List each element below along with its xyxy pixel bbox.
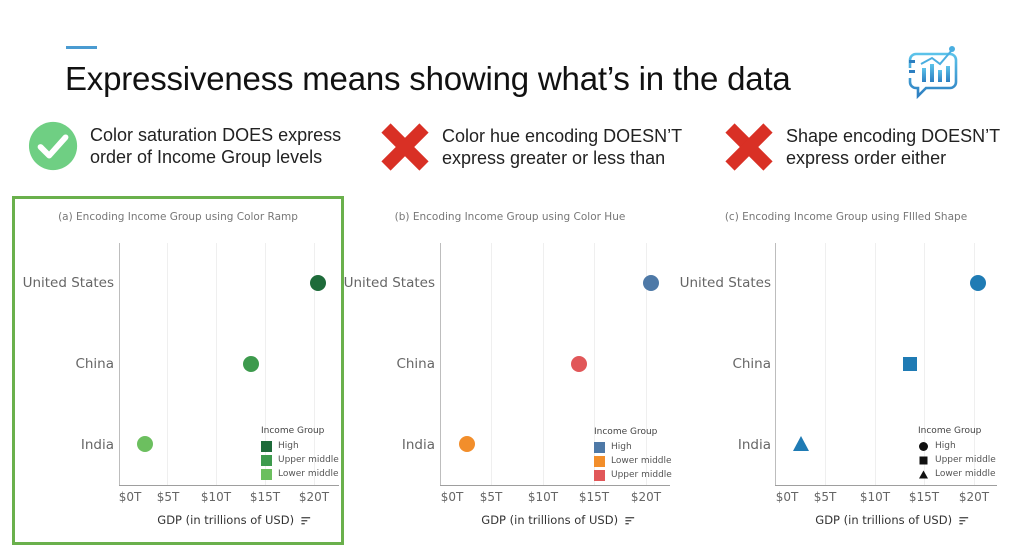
gridline [265, 243, 266, 485]
row-label-china: China [396, 356, 435, 372]
y-axis [775, 243, 776, 486]
triangle-shape-icon [919, 470, 928, 478]
data-point-india[interactable] [793, 436, 809, 451]
x-tick: $0T [118, 490, 142, 504]
row-label-india: India [80, 437, 114, 453]
title-accent-bar [66, 46, 97, 49]
legend-swatch [594, 469, 605, 481]
slide-title: Expressiveness means showing what’s in t… [65, 60, 791, 97]
x-tick: $10T [200, 490, 232, 504]
point-2: Color hue encoding DOESN’T express great… [378, 120, 682, 174]
gridline [924, 243, 925, 485]
legend-item-upper-middle[interactable]: Upper middle [918, 453, 996, 467]
row-label-china: China [732, 356, 771, 372]
point-1-line-2: order of Income Group levels [90, 147, 323, 167]
legend-swatch [594, 441, 605, 453]
x-tick: $15T [908, 490, 940, 504]
row-label-united-states: United States [679, 275, 771, 291]
data-point-india[interactable] [137, 436, 153, 452]
gridline [167, 243, 168, 485]
x-mark-icon [725, 123, 773, 171]
gridline [875, 243, 876, 485]
point-2-line-1: Color hue encoding DOESN’T [442, 126, 683, 146]
x-tick: $5T [156, 490, 180, 504]
point-1: Color saturation DOES express order of I… [28, 120, 341, 172]
panel-c-filled-shape: (c) Encoding Income Group using FIlled S… [680, 196, 1012, 545]
sort-icon[interactable] [625, 516, 635, 525]
legend: Income Group High Upper middle Lower mid… [261, 426, 339, 481]
panel-title: (b) Encoding Income Group using Color Hu… [394, 211, 626, 223]
sort-icon[interactable] [959, 516, 969, 525]
x-tick: $20T [298, 490, 330, 504]
point-1-line-1: Color saturation DOES express [90, 125, 342, 145]
data-point-united-states[interactable] [970, 275, 986, 291]
legend-swatch [261, 468, 272, 480]
check-circle-icon [28, 121, 78, 171]
legend-item-lower-middle[interactable]: Lower middle [594, 454, 672, 468]
x-tick: $5T [479, 490, 503, 504]
gridline [594, 243, 595, 485]
x-tick: $10T [859, 490, 891, 504]
legend-item-upper-middle[interactable]: Upper middle [261, 453, 339, 467]
legend-item-high[interactable]: High [918, 439, 996, 453]
panel-title: (a) Encoding Income Group using Color Ra… [58, 211, 298, 223]
x-axis-label: GDP (in trillions of USD) [481, 513, 635, 527]
gridline [974, 243, 975, 485]
x-tick: $5T [813, 490, 837, 504]
x-tick: $10T [527, 490, 559, 504]
square-shape-icon [919, 456, 928, 464]
gridline [491, 243, 492, 485]
x-tick: $0T [440, 490, 464, 504]
row-label-india: India [737, 437, 771, 453]
point-3-line-2: express order either [786, 148, 947, 168]
point-3-line-1: Shape encoding DOESN’T [786, 126, 1001, 146]
data-point-china[interactable] [243, 356, 259, 372]
x-axis-label: GDP (in trillions of USD) [157, 513, 311, 527]
data-point-united-states[interactable] [310, 275, 326, 291]
gridline [825, 243, 826, 485]
data-point-india[interactable] [459, 436, 475, 452]
legend-swatch [261, 440, 272, 452]
sort-icon[interactable] [301, 516, 311, 525]
x-mark-icon [381, 123, 429, 171]
chat-chart-logo-icon [908, 46, 958, 100]
row-label-china: China [75, 356, 114, 372]
data-point-china[interactable] [571, 356, 587, 372]
legend-item-high[interactable]: High [594, 440, 672, 454]
x-tick: $15T [249, 490, 281, 504]
x-axis [119, 485, 339, 486]
legend: Income Group High Lower middle Upper mid… [594, 427, 672, 482]
panel-b-color-hue: (b) Encoding Income Group using Color Hu… [344, 196, 676, 545]
panel-title: (c) Encoding Income Group using FIlled S… [724, 211, 968, 223]
gridline [646, 243, 647, 485]
legend-item-lower-middle[interactable]: Lower middle [261, 467, 339, 481]
x-tick: $0T [775, 490, 799, 504]
x-tick: $15T [578, 490, 610, 504]
gridline [314, 243, 315, 485]
x-axis-label: GDP (in trillions of USD) [815, 513, 969, 527]
x-axis [440, 485, 670, 486]
legend-item-lower-middle[interactable]: Lower middle [918, 467, 996, 481]
legend-item-high[interactable]: High [261, 439, 339, 453]
x-axis [775, 485, 997, 486]
data-point-china[interactable] [903, 357, 917, 371]
legend-swatch [261, 454, 272, 466]
point-3: Shape encoding DOESN’T express order eit… [722, 120, 1000, 174]
gridline [543, 243, 544, 485]
panel-a-color-ramp: (a) Encoding Income Group using Color Ra… [12, 196, 344, 545]
legend-swatch [594, 455, 605, 467]
legend-item-upper-middle[interactable]: Upper middle [594, 468, 672, 482]
row-label-united-states: United States [22, 275, 114, 291]
row-label-united-states: United States [343, 275, 435, 291]
gridline [216, 243, 217, 485]
point-2-line-2: express greater or less than [442, 148, 666, 168]
circle-shape-icon [919, 441, 928, 451]
y-axis [119, 243, 120, 486]
y-axis [440, 243, 441, 486]
data-point-united-states[interactable] [643, 275, 659, 291]
x-tick: $20T [630, 490, 662, 504]
x-tick: $20T [958, 490, 990, 504]
row-label-india: India [401, 437, 435, 453]
legend: Income Group High Upper middle Lower mid… [918, 426, 996, 481]
